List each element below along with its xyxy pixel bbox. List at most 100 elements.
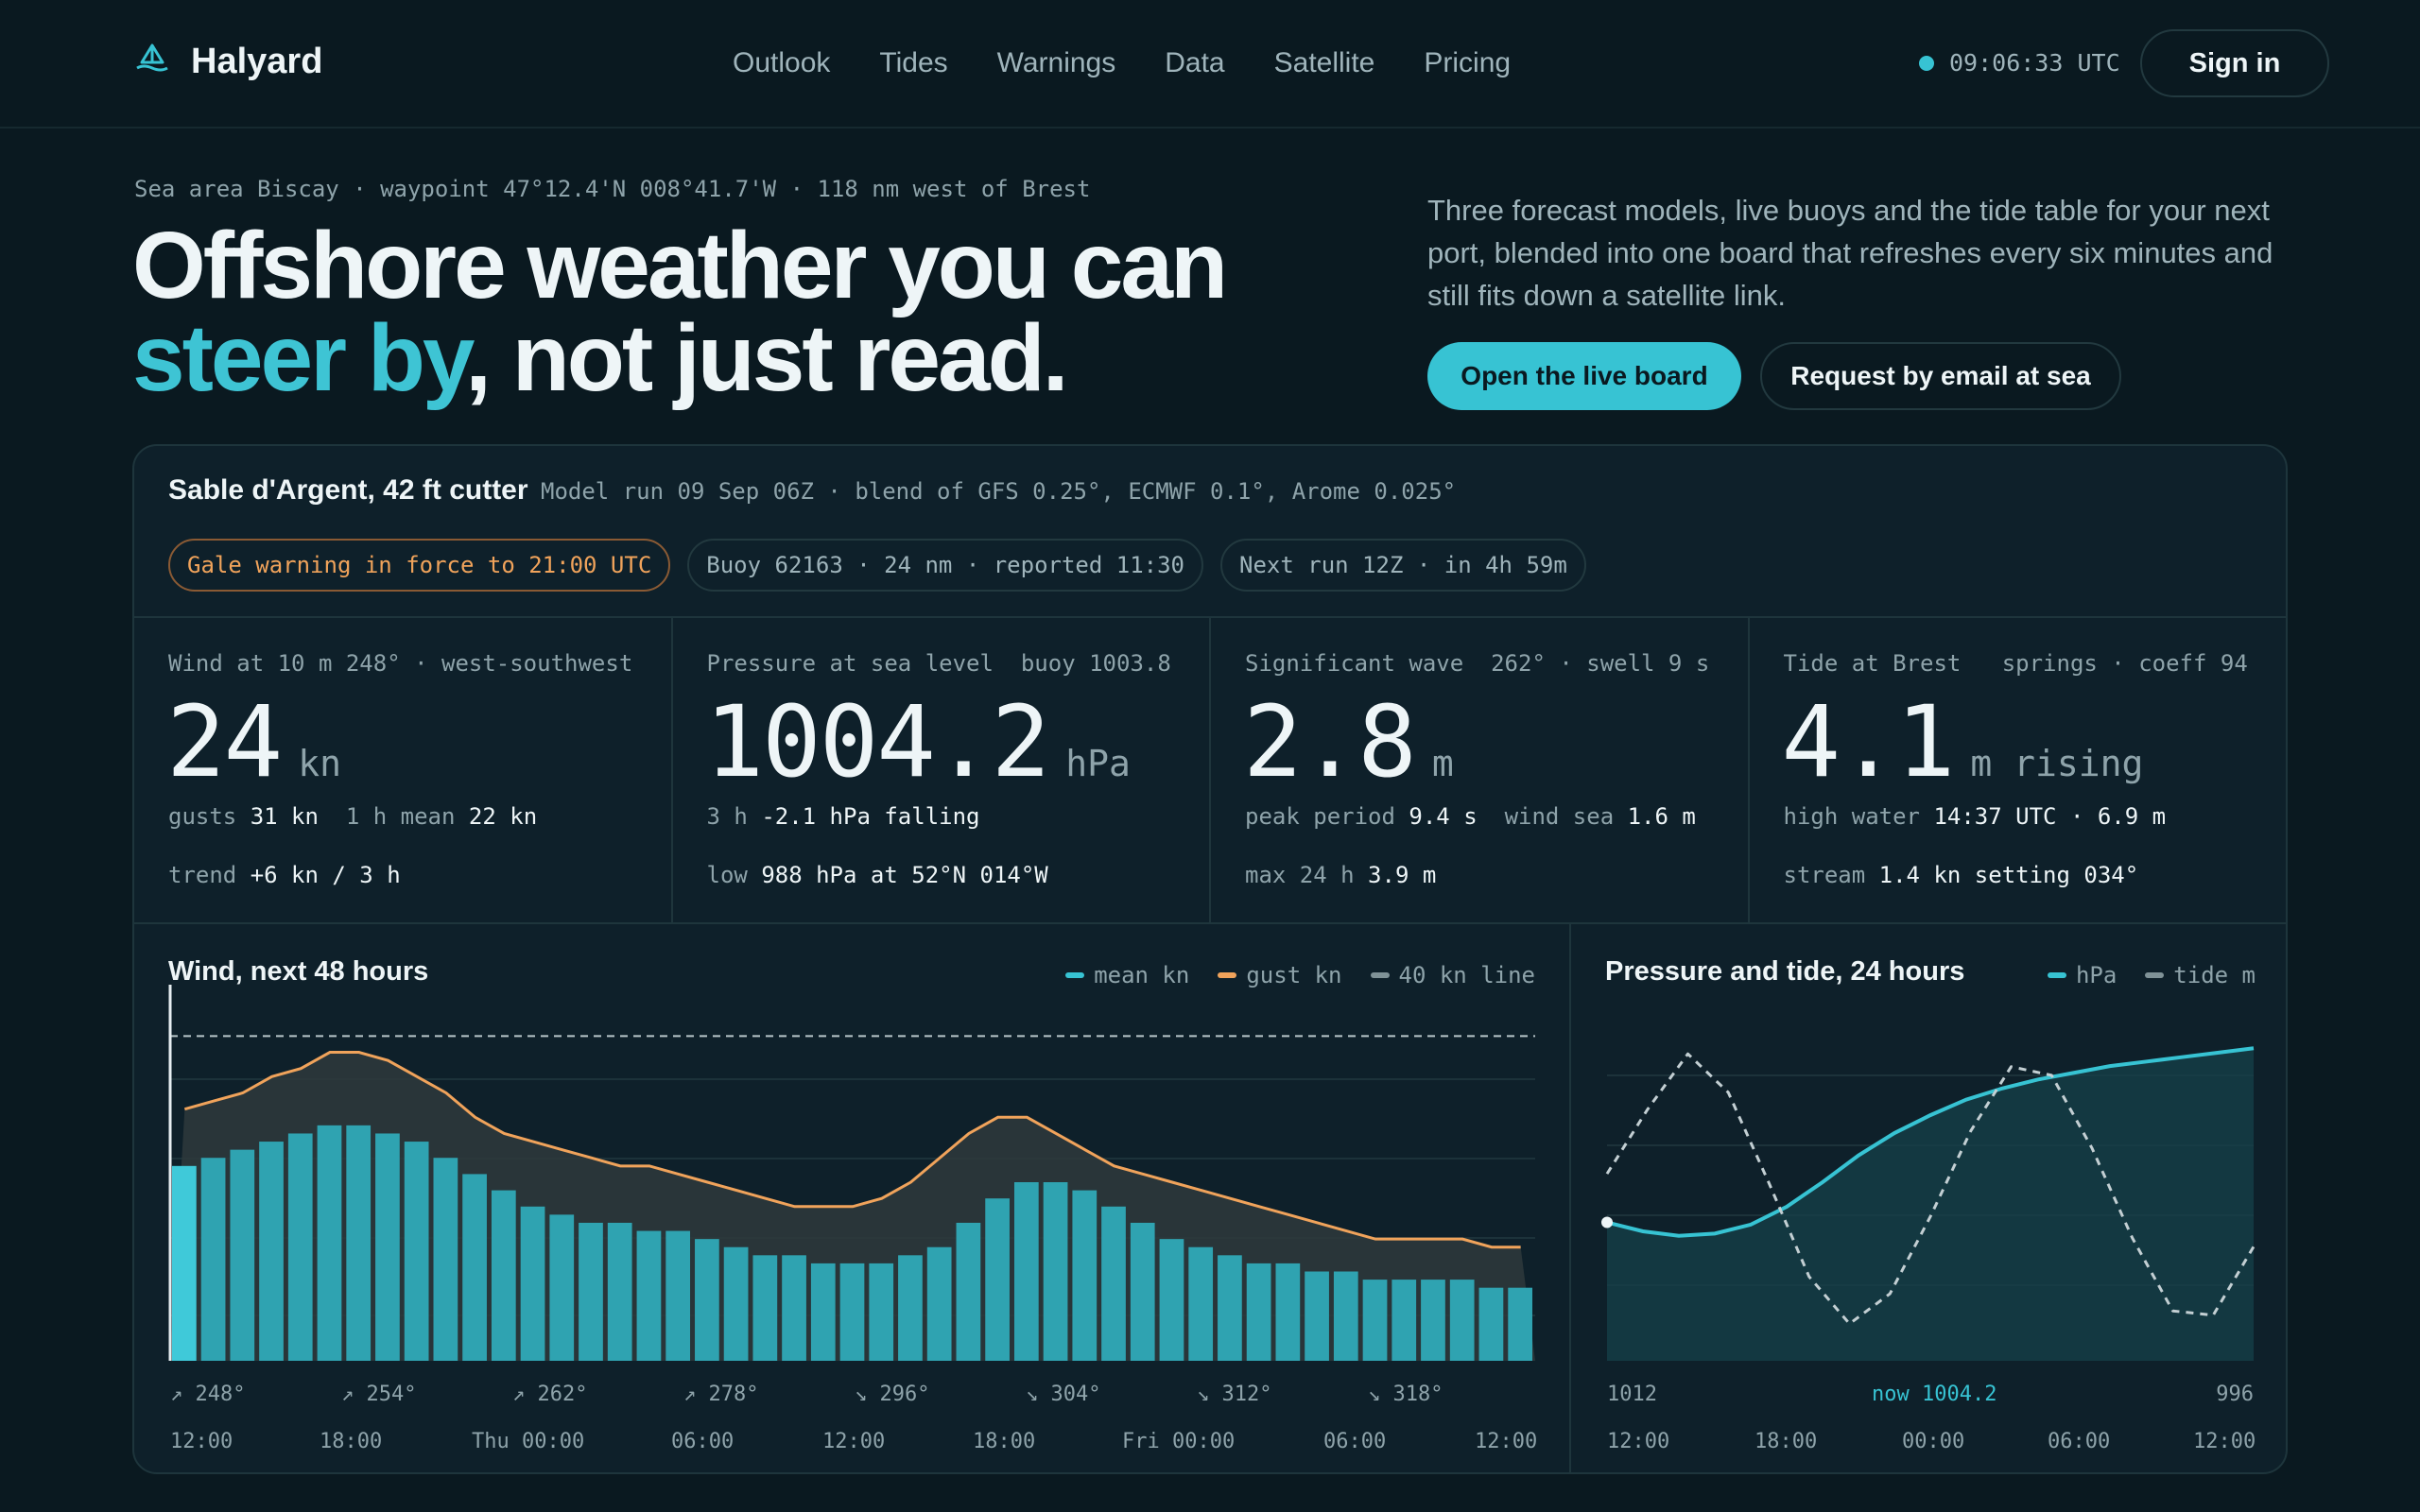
hero-lede: Three forecast models, live buoys and th… <box>1427 194 2273 312</box>
pressure-card-label: Pressure at sea level buoy 1003.8 <box>706 650 1171 677</box>
nav-pricing[interactable]: Pricing <box>1424 47 1512 78</box>
mean-wind-bar <box>549 1214 575 1361</box>
main-nav: Outlook Tides Warnings Data Satellite Pr… <box>733 47 1560 79</box>
now-pressure-point <box>1601 1216 1613 1228</box>
wind-time-label: Fri 00:00 <box>1122 1430 1235 1453</box>
utc-clock: 09:06:33 UTC <box>1919 49 2120 77</box>
brand-name: Halyard <box>191 42 323 81</box>
mean-wind-bar <box>259 1142 284 1361</box>
wind-time-label: 06:00 <box>671 1430 734 1453</box>
mean-wind-bar <box>752 1255 778 1361</box>
mean-wind-bar <box>723 1246 749 1361</box>
tide-unit: m rising <box>1970 743 2144 784</box>
pressure-unit: hPa <box>1065 743 1131 784</box>
chart-area: Wind, next 48 hours mean kn gust kn 40 k… <box>134 924 2288 1474</box>
mean-wind-bar <box>869 1263 894 1361</box>
pressure-time-label: 12:00 <box>2193 1430 2256 1453</box>
mean-wind-bar <box>985 1198 1010 1361</box>
mean-wind-bar <box>346 1125 372 1361</box>
pressure-tide-chart[interactable]: 1012 now 1004.2 996 12:00 18:00 00:00 06:00 12:… <box>1571 924 2288 1474</box>
wave-period-line: peak period 9.4 s wind sea 1.6 m <box>1245 803 1696 830</box>
buoy-pill[interactable]: Buoy 62163 · 24 nm · reported 11:30 <box>687 539 1204 592</box>
wind-time-label: 12:00 <box>1475 1430 1537 1453</box>
tide-stream-line: stream 1.4 kn setting 034° <box>1783 862 2139 888</box>
mean-wind-bar <box>810 1263 836 1361</box>
mean-wind-bar <box>520 1206 545 1361</box>
wind-card-label: Wind at 10 m 248° · west-southwest <box>168 650 633 677</box>
wave-value: 2.8 <box>1243 684 1417 799</box>
mean-wind-bar <box>1218 1255 1242 1361</box>
wind-direction-label: ↘ 312° <box>1197 1383 1271 1406</box>
nav-outlook[interactable]: Outlook <box>733 47 831 78</box>
mean-wind-bar <box>172 1165 197 1361</box>
request-by-email-button[interactable]: Request by email at sea <box>1760 342 2121 410</box>
wave-card: Significant wave 262° · swell 9 s 2.8 m p… <box>1211 618 1750 922</box>
pressure-time-label: 06:00 <box>2048 1430 2110 1453</box>
mean-wind-bar <box>287 1133 313 1361</box>
mean-wind-bar <box>1188 1246 1214 1361</box>
wind-direction-label: ↗ 278° <box>683 1383 758 1406</box>
pressure-chart-title: Pressure and tide, 24 hours <box>1605 956 1965 987</box>
wind-direction-label: ↘ 304° <box>1026 1383 1100 1406</box>
hero-title-accent: steer by <box>132 305 468 411</box>
tide-line <box>1605 1052 2256 1326</box>
mean-wind-bar <box>404 1142 429 1361</box>
mean-wind-bar <box>1246 1263 1271 1361</box>
vessel-name: Sable d'Argent, 42 ft cutter <box>168 474 528 506</box>
pressure-time-label: 00:00 <box>1902 1430 1964 1453</box>
open-live-board-button[interactable]: Open the live board <box>1427 342 1741 410</box>
mean-wind-bar <box>1275 1263 1301 1361</box>
hero-eyebrow: Sea area Biscay · waypoint 47°12.4'N 008… <box>134 176 1091 202</box>
mean-wind-bar <box>926 1246 952 1361</box>
wind-card: Wind at 10 m 248° · west-southwest 24 kn … <box>134 618 673 922</box>
hero-title-line1: Offshore weather you can <box>132 213 1228 318</box>
nav-data[interactable]: Data <box>1165 47 1225 78</box>
mean-wind-bar <box>1159 1239 1184 1361</box>
wind-value: 24 <box>166 684 283 799</box>
sign-in-button[interactable]: Sign in <box>2140 29 2329 97</box>
wind-time-label: 06:00 <box>1323 1430 1386 1453</box>
nav-tides[interactable]: Tides <box>879 47 948 78</box>
tide-value: 4.1 <box>1781 684 1956 799</box>
pressure-area <box>1607 1048 2254 1361</box>
gust-line <box>183 1051 1521 1249</box>
wind-chart[interactable]: ↗ 248° ↗ 254° ↗ 262° ↗ 278° ↘ 296° ↘ 304° ↘ 31… <box>134 924 1571 1474</box>
brand[interactable]: Halyard <box>134 42 322 82</box>
pressure-chart-panel: Pressure and tide, 24 hours hPa tide m 1… <box>1571 924 2288 1474</box>
clock-text: 09:06:33 UTC <box>1949 49 2120 77</box>
mean-wind-bar <box>1101 1206 1126 1361</box>
mean-wind-bar <box>1362 1280 1388 1361</box>
wind-time-label: 12:00 <box>170 1430 233 1453</box>
wind-direction-label: ↗ 248° <box>170 1383 245 1406</box>
wave-max-line: max 24 h 3.9 m <box>1245 862 1437 888</box>
pressure-time-label: 18:00 <box>1754 1430 1817 1453</box>
mean-wind-bar <box>579 1222 603 1361</box>
mean-wind-bar <box>375 1133 400 1361</box>
gale-warning-pill[interactable]: Gale warning in force to 21:00 UTC <box>168 539 671 592</box>
pressure-card: Pressure at sea level buoy 1003.8 1004.2… <box>673 618 1211 922</box>
next-run-pill[interactable]: Next run 12Z · in 4h 59m <box>1220 539 1586 592</box>
legend-gust: gust kn <box>1218 962 1342 988</box>
board-header: Sable d'Argent, 42 ft cutter Model run 0… <box>134 446 2286 618</box>
wind-chart-legend: mean kn gust kn 40 kn line <box>1065 962 1535 988</box>
nav-warnings[interactable]: Warnings <box>996 47 1116 78</box>
hero-title-rest: , not just read. <box>465 305 1068 411</box>
wind-time-label: 18:00 <box>320 1430 382 1453</box>
mean-wind-bar <box>1305 1271 1329 1361</box>
wind-trend-line: trend +6 kn / 3 h <box>168 862 401 888</box>
mean-wind-bar <box>956 1222 981 1361</box>
wind-chart-panel: Wind, next 48 hours mean kn gust kn 40 k… <box>134 924 1571 1474</box>
tide-card-label: Tide at Brest springs · coeff 94 <box>1783 650 2248 677</box>
mean-wind-bar <box>1072 1190 1098 1361</box>
mean-wind-bar <box>433 1158 458 1361</box>
nav-satellite[interactable]: Satellite <box>1273 47 1375 78</box>
mean-wind-bar <box>1449 1280 1475 1361</box>
mean-wind-bar <box>607 1222 632 1361</box>
mean-wind-bar <box>230 1149 255 1361</box>
pressure-line <box>1606 1046 2255 1238</box>
live-board: Sable d'Argent, 42 ft cutter Model run 0… <box>132 444 2288 1474</box>
hero-title: Offshore weather you can steer by, not j… <box>132 213 1228 405</box>
wind-direction-label: ↗ 254° <box>341 1383 416 1406</box>
mean-wind-bar <box>200 1158 226 1361</box>
legend-mean: mean kn <box>1065 962 1189 988</box>
